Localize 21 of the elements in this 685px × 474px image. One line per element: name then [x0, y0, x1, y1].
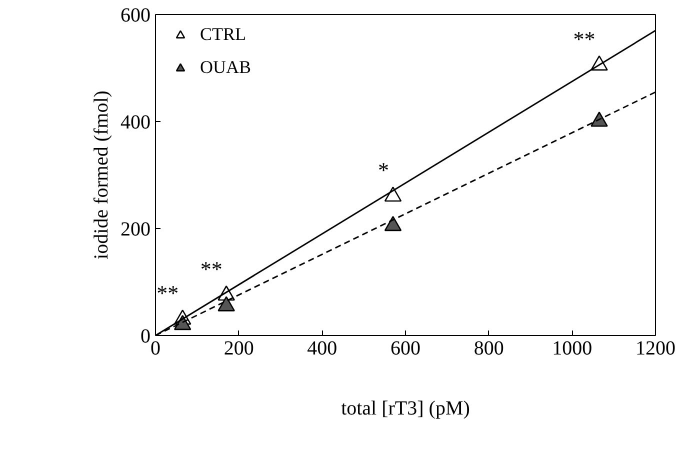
x-tick-label: 200 — [224, 338, 254, 360]
x-tick-label: 600 — [390, 338, 420, 360]
x-tick-label: 1000 — [552, 338, 592, 360]
y-axis-title: iodide formed (fmol) — [90, 90, 112, 260]
x-tick-label: 400 — [307, 338, 338, 360]
legend-label: CTRL — [200, 24, 246, 45]
point — [384, 186, 402, 202]
annotation: * — [378, 157, 389, 182]
y-tick-label: 200 — [120, 218, 150, 240]
legend-label: OUAB — [200, 57, 252, 78]
x-tick-label: 800 — [474, 338, 504, 360]
annotation: ** — [156, 280, 179, 306]
annotation: ** — [200, 256, 222, 282]
annotation: ** — [573, 26, 596, 52]
x-axis-title: total [rT3] (pM) — [341, 398, 470, 420]
x-tick-label: 1200 — [636, 338, 676, 360]
y-tick-label: 400 — [120, 112, 150, 134]
point — [384, 216, 402, 232]
point — [590, 112, 608, 127]
y-tick-label: 600 — [120, 4, 150, 26]
point — [218, 296, 235, 312]
